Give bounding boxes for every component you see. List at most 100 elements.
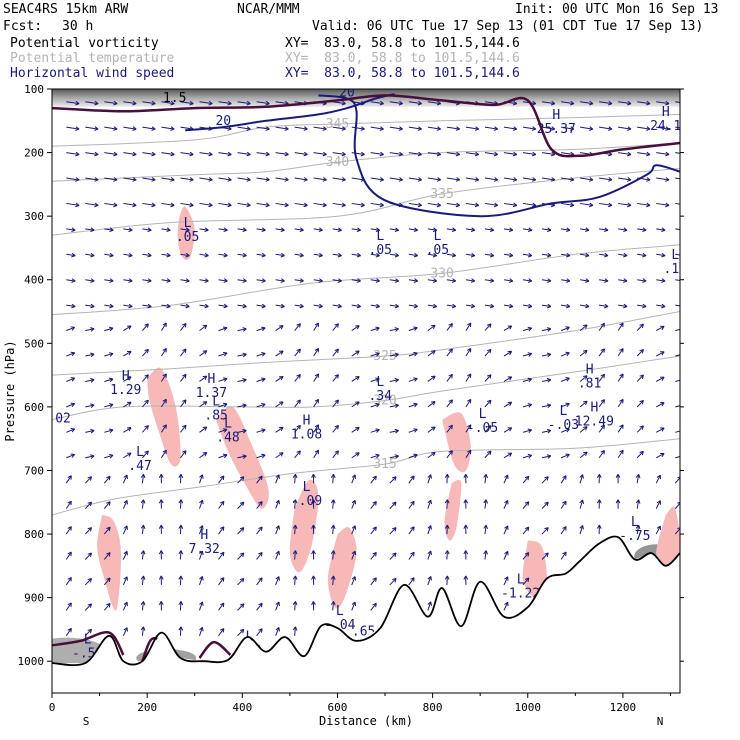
wind-arrow-head bbox=[394, 303, 399, 309]
wind-arrow bbox=[85, 177, 99, 181]
wind-arrow-head bbox=[646, 202, 651, 208]
wind-arrow bbox=[66, 403, 75, 408]
terrain-line bbox=[52, 535, 680, 667]
wind-arrow-head bbox=[431, 324, 436, 330]
wind-arrow bbox=[332, 374, 339, 382]
wind-arrow bbox=[256, 403, 266, 408]
wind-arrow-head bbox=[444, 524, 450, 529]
wind-arrow-head bbox=[299, 278, 304, 283]
wind-arrow bbox=[123, 325, 132, 332]
wind-arrow-head bbox=[258, 475, 263, 481]
wind-arrow bbox=[218, 475, 225, 484]
wind-arrow bbox=[199, 350, 208, 357]
wind-arrow-head bbox=[279, 325, 284, 330]
wind-arrow-head bbox=[431, 451, 436, 457]
wind-arrow bbox=[408, 454, 418, 459]
wind-arrow bbox=[503, 177, 517, 181]
wind-arrow-head bbox=[565, 326, 570, 331]
wind-arrow bbox=[351, 202, 365, 206]
wind-arrow-head bbox=[546, 428, 552, 434]
wind-arrow-head bbox=[258, 526, 263, 531]
x-axis-title: Distance (km) bbox=[319, 714, 413, 728]
wind-arrow-head bbox=[178, 626, 184, 631]
extremum-marker: L bbox=[336, 604, 344, 619]
wind-arrow bbox=[560, 228, 571, 231]
wind-arrow bbox=[122, 551, 128, 560]
wind-arrow bbox=[66, 279, 76, 282]
wind-arrow bbox=[84, 578, 92, 586]
wind-arrow-head bbox=[512, 151, 518, 157]
wind-arrow-head bbox=[128, 227, 133, 233]
wind-arrow-head bbox=[642, 278, 647, 283]
wind-arrow-head bbox=[90, 352, 95, 358]
wind-arrow-head bbox=[661, 227, 666, 233]
wind-arrow bbox=[484, 304, 494, 308]
wind-arrow-head bbox=[436, 177, 442, 182]
wind-arrow bbox=[66, 202, 80, 206]
wind-arrow-head bbox=[493, 151, 499, 157]
wind-arrow-head bbox=[108, 326, 114, 332]
wind-arrow-head bbox=[351, 499, 357, 505]
wind-arrow bbox=[351, 401, 360, 408]
wind-arrow-head bbox=[202, 426, 208, 431]
wind-arrow-head bbox=[303, 177, 308, 182]
wind-arrow-head bbox=[372, 475, 377, 481]
wind-arrow-head bbox=[185, 252, 190, 258]
wind-arrow-head bbox=[372, 551, 377, 557]
wind-arrow bbox=[484, 323, 492, 331]
wind-arrow-head bbox=[147, 278, 152, 283]
wind-arrow-head bbox=[431, 350, 436, 355]
wind-arrow bbox=[332, 348, 339, 357]
wind-arrow-head bbox=[394, 278, 399, 283]
wind-arrow-head bbox=[222, 351, 228, 357]
extremum-marker: L bbox=[376, 229, 384, 244]
wind-arrow bbox=[408, 551, 415, 560]
wind-arrow bbox=[541, 429, 551, 433]
wind-arrow-head bbox=[127, 350, 132, 356]
wind-arrow-head bbox=[355, 325, 360, 330]
wind-arrow bbox=[503, 350, 512, 357]
y-tick-label: 200 bbox=[24, 147, 44, 160]
wind-arrow bbox=[256, 526, 263, 535]
wind-arrow bbox=[370, 101, 384, 105]
wind-arrow bbox=[389, 101, 403, 105]
wind-arrow-head bbox=[394, 454, 399, 459]
wind-arrow-head bbox=[166, 252, 171, 258]
wind-arrow-head bbox=[427, 525, 432, 530]
wind-arrow bbox=[465, 424, 472, 433]
wind-arrow bbox=[142, 152, 156, 156]
wind-arrow bbox=[389, 455, 399, 459]
wind-arrow-head bbox=[87, 577, 93, 583]
wind-arrow-head bbox=[189, 100, 194, 106]
wind-arrow-head bbox=[589, 177, 594, 182]
wind-arrow bbox=[104, 353, 114, 357]
wind-arrow-head bbox=[109, 227, 114, 233]
wind-arrow-head bbox=[660, 427, 665, 432]
wind-arrow bbox=[427, 550, 432, 560]
wind-arrow bbox=[275, 304, 285, 308]
wind-arrow bbox=[541, 379, 551, 382]
wind-arrow bbox=[427, 126, 441, 130]
wind-arrow-head bbox=[341, 126, 346, 131]
wind-arrow-head bbox=[486, 348, 492, 354]
wind-arrow bbox=[161, 126, 175, 130]
wind-arrow-head bbox=[322, 202, 327, 208]
wind-arrow bbox=[104, 228, 114, 231]
wind-arrow-head bbox=[296, 424, 301, 430]
wind-arrow-head bbox=[583, 375, 588, 380]
wind-arrow bbox=[370, 501, 377, 509]
wind-arrow bbox=[503, 228, 513, 231]
wind-arrow bbox=[408, 352, 418, 357]
wind-arrow-head bbox=[199, 601, 204, 606]
wind-arrow-head bbox=[512, 126, 518, 131]
wind-arrow bbox=[351, 550, 356, 560]
wind-arrow-head bbox=[684, 178, 688, 182]
wind-arrow-head bbox=[261, 326, 266, 332]
wind-arrow bbox=[446, 152, 460, 156]
wind-arrow bbox=[560, 551, 567, 560]
wind-arrow-head bbox=[108, 377, 114, 383]
wind-arrow bbox=[370, 552, 377, 560]
wind-arrow bbox=[560, 177, 574, 181]
wind-arrow bbox=[104, 429, 114, 433]
plot-frame bbox=[51, 88, 681, 694]
